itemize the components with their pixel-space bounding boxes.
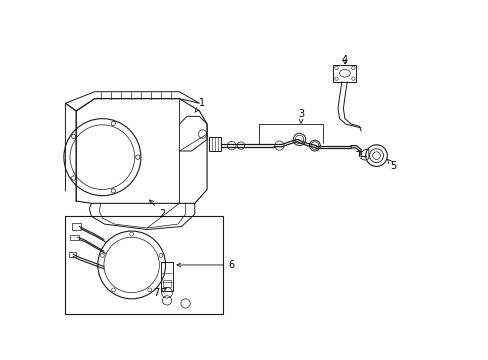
Bar [68,252,76,257]
Bar [208,137,221,151]
Text: 4: 4 [341,55,347,65]
Text: 1: 1 [194,98,205,112]
Bar [163,280,171,287]
Bar [65,216,223,314]
Bar [333,65,356,82]
Bar [70,235,79,240]
Text: 7: 7 [153,288,166,298]
Text: 3: 3 [297,109,304,123]
Bar [71,223,81,230]
Text: 2: 2 [149,200,165,219]
Bar [161,262,173,291]
Text: 6: 6 [177,260,234,270]
Text: 5: 5 [386,159,396,171]
